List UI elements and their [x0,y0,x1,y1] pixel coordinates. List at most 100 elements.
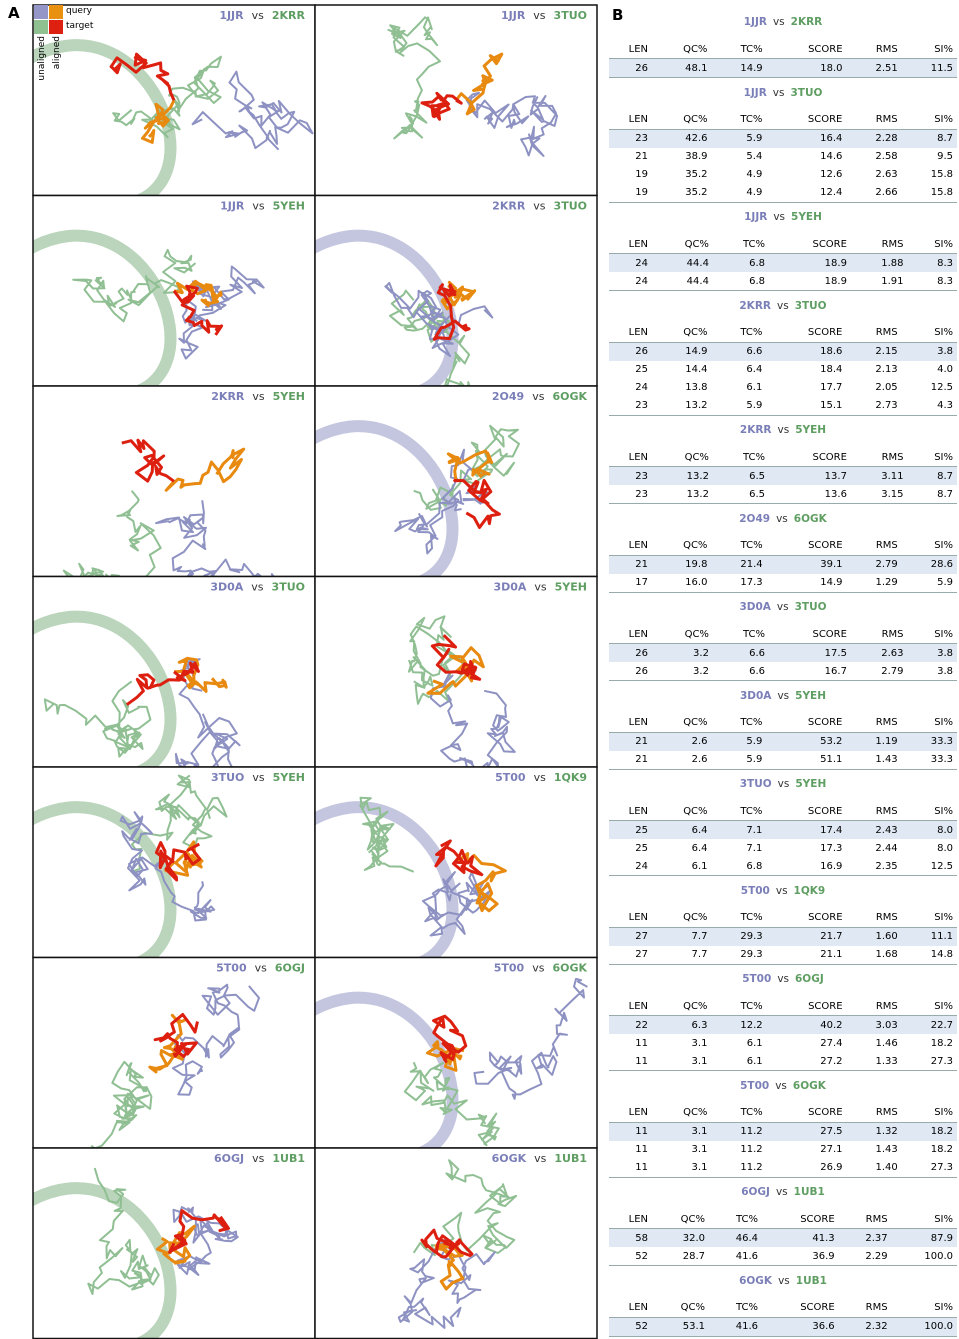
backbone-trace [455,852,507,913]
query-name: 1JJR [743,16,767,28]
backbone-trace [172,284,224,336]
table-cell: 13.7 [769,466,851,486]
header-row: LEN QC% TC% SCORE RMS SI% [609,714,957,733]
pair-label-part: 5T00 [494,962,525,975]
header-row: LEN QC% TC% SCORE RMS SI% [609,1210,957,1229]
pair-label-part: vs [251,581,264,594]
vs-text: vs [775,1186,788,1199]
table-cell: 3.1 [691,1144,708,1156]
table-cell: 2.35 [846,857,902,877]
backbone-trace [191,70,314,151]
table-head: LEN QC% TC% SCORE RMS SI% [609,909,957,928]
pair-label-part: 6OGJ [275,962,305,975]
pair-label: 1JJR vs 3TUO [501,9,587,22]
structure-panel: 5T00 vs 1QK9 [314,766,598,959]
table-cell: 87.9 [891,1228,957,1248]
table-row: 26 3.2 6.6 16.7 2.79 3.8 [609,662,957,682]
column-header: SI% [934,238,953,250]
table-cell: 22 [609,1015,652,1035]
table-cell: 1.91 [850,272,908,292]
column-header: SCORE [807,717,843,729]
target-name: 5YEH [795,689,827,702]
column-header: LEN [628,238,648,250]
vs-text: vs [776,601,789,614]
pair-label: 5T00 vs 1QK9 [495,771,587,784]
backbone-trace [446,449,494,482]
table-cell: 26 [609,662,652,682]
column-header: SCORE [807,327,843,339]
table-block: 2KRR vs 3TUO LEN QC% TC% SCORE RMS SI% 26 14.9 6.6 1… [609,300,957,416]
backbone-trace [430,634,482,681]
table-head: LEN QC% TC% SCORE RMS SI% [609,324,957,343]
table-cell: 41.6 [709,1247,762,1267]
pair-label: 5T00 vs 6OGJ [216,962,305,975]
table: LEN QC% TC% SCORE RMS SI% 21 19.8 21.4 39.1 2.79 28… [609,537,957,593]
backbone-trace [121,438,175,483]
column-header: TC% [743,451,766,463]
table-cell: 27.4 [820,1037,843,1049]
table-cell: 16.4 [766,128,847,148]
table-head: LEN QC% TC% SCORE RMS SI% [609,235,957,254]
structure-panel: 3D0A vs 3TUO [32,575,316,768]
column-header: SCORE [807,114,843,126]
table-cell: 44.4 [652,253,713,273]
table-row: 27 7.7 29.3 21.1 1.68 14.8 [609,945,957,965]
pair-label-part: 3D0A [210,581,243,594]
table-cell: 22.7 [901,1015,957,1035]
legend-swatch [34,20,48,34]
table-head: LEN QC% TC% SCORE RMS SI% [609,537,957,556]
column-header: SI% [934,1302,953,1314]
table-cell: 21 [635,151,648,163]
column-header: QC% [683,1000,708,1012]
table-block: 2O49 vs 6OGK LEN QC% TC% SCORE RMS SI% 21 19.8 21.4… [609,513,957,593]
table-cell: 17.4 [766,820,847,840]
table-head: LEN QC% TC% SCORE RMS SI% [609,111,957,130]
column-header: SCORE [808,540,843,552]
table-cell: 3.1 [652,1121,712,1141]
vs-text: vs [772,16,785,28]
pair-label-part: 1UB1 [272,1152,305,1165]
target-name: 5YEH [791,211,822,224]
table-cell: 32.0 [652,1228,710,1248]
column-header: SI% [934,43,953,55]
table-row: 25 6.4 7.1 17.4 2.43 8.0 [609,820,957,840]
table-cell: 28.7 [652,1247,710,1267]
table-cell: 26 [609,643,652,663]
table-cell: 41.3 [761,1228,839,1248]
backbone-trace [119,811,216,922]
backbone-trace [62,490,162,577]
table-title: 3D0A vs 5YEH [609,690,957,702]
table-row: 52 28.7 41.6 36.9 2.29 100.0 [609,1247,957,1267]
backbone-trace [397,1238,496,1329]
table-cell: 11.5 [901,58,957,78]
table-cell: 23 [609,485,652,505]
table-cell: 14.9 [711,58,767,78]
table-cell: 21.4 [711,554,767,574]
table-cell: 16.0 [652,573,712,593]
table-cell: 1.29 [846,573,902,593]
backbone-trace [173,279,223,308]
table-cell: 2.6 [652,750,712,770]
target-name: 1QK9 [793,884,826,897]
table-cell: 1.19 [846,731,902,751]
structure-image [33,386,315,577]
column-header: RMS [875,805,898,817]
column-header: TC% [740,912,763,924]
pair-label: 2KRR vs 5YEH [211,390,305,403]
column-header: RMS [875,43,898,55]
table: LEN QC% TC% SCORE RMS SI% 26 3.2 6.6 17.5 2.63 3.8 2… [609,625,957,682]
table-cell: 21 [609,750,652,770]
table-cell: 5.9 [711,750,767,770]
backbone-trace [434,839,484,877]
backbone-trace [420,91,463,121]
table-block: 6OGK vs 1UB1 LEN QC% TC% SCORE RMS SI% 52 53.1 41.6… [609,1275,957,1337]
pair-label-part: 3TUO [554,9,587,22]
column-header: SCORE [812,628,847,640]
pair-label-part: vs [252,9,265,22]
pair-label-part: vs [532,962,545,975]
table-cell: 4.9 [711,183,767,203]
backbone-trace [155,500,275,577]
table-cell: 40.2 [766,1015,847,1035]
header-row: LEN QC% TC% SCORE RMS SI% [609,448,957,467]
